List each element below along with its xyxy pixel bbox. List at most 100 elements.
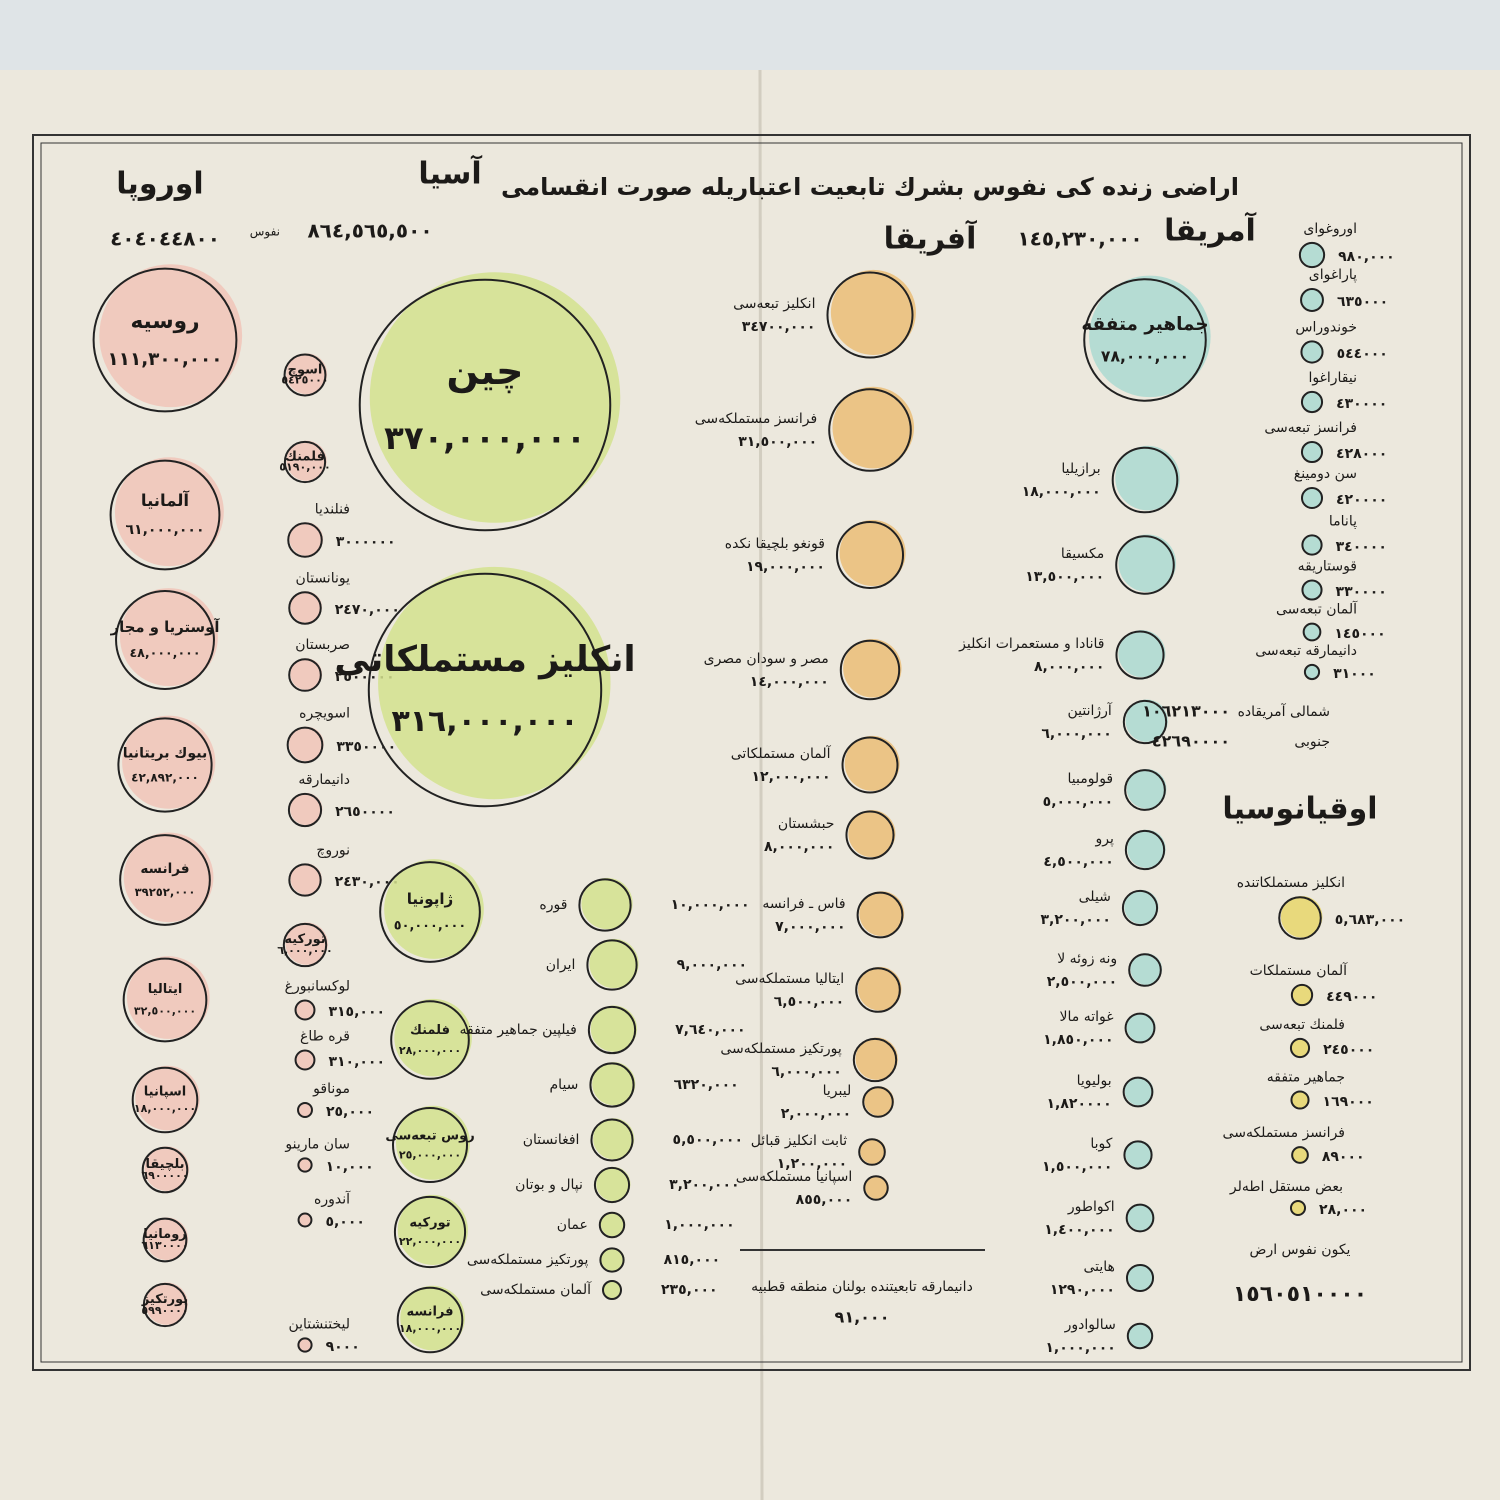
note-text: يكون نفوس ارض: [1250, 1242, 1351, 1258]
population-circle-tint: [1128, 1323, 1154, 1348]
population-circle-tint: [114, 457, 224, 567]
country-name: سن دومينغ: [1294, 466, 1357, 482]
population-circle-tint: [865, 1175, 889, 1200]
population-circle: [288, 863, 322, 897]
country-name: سان مارينو: [284, 1136, 350, 1152]
country-value: ٣١٠٠٠: [1333, 666, 1376, 682]
country-value: ٤,٥٠٠,٠٠٠: [1043, 854, 1113, 870]
population-circle: [142, 1282, 188, 1328]
population-circle: [297, 1102, 313, 1118]
population-circle-tint: [296, 1049, 316, 1069]
country-value: ٧,٦٤٠,٠٠٠: [675, 1022, 745, 1038]
country-value: ١,٨٢٠٠٠٠: [1046, 1096, 1111, 1112]
country-value: ٥٤٢٥٠٠٠: [281, 374, 328, 387]
country-value: ٥,٠٠٠: [325, 1214, 365, 1230]
population-circle-tint: [603, 1280, 622, 1299]
population-circle-tint: [290, 863, 322, 895]
population-circle: [1302, 622, 1322, 642]
country-name: فنلنديا: [315, 501, 350, 517]
population-circle: [396, 1286, 464, 1354]
population-circle-tint: [378, 566, 611, 800]
population-circle: [578, 878, 632, 932]
population-circle: [1291, 1146, 1309, 1164]
population-circle-tint: [290, 658, 323, 690]
population-circle: [835, 520, 905, 590]
population-circle-tint: [1130, 953, 1163, 985]
total-unit: نفوس: [250, 225, 280, 240]
population-circle-tint: [1115, 445, 1180, 511]
country-value: ٢٥,٠٠٠,٠٠٠: [399, 1148, 461, 1161]
country-name: توركيه: [284, 932, 325, 947]
population-circle: [1301, 579, 1323, 601]
population-circle: [1278, 896, 1322, 940]
population-circle: [1300, 486, 1324, 510]
country-value: ١٤,٠٠٠,٠٠٠: [750, 674, 829, 690]
population-circle: [1300, 390, 1324, 414]
continent-total: ٨٦٤,٥٦٥,٥٠٠: [307, 219, 432, 243]
country-value: ١٠,٠٠٠: [326, 1159, 374, 1175]
population-circle-tint: [1291, 1200, 1306, 1215]
country-value: ٤٤٩٠٠٠: [1326, 989, 1377, 1005]
population-circle: [1123, 1140, 1153, 1170]
population-circle-tint: [384, 859, 484, 959]
population-circle-tint: [298, 1102, 313, 1117]
population-circle: [1111, 446, 1179, 514]
country-name: اكواطور: [1067, 1199, 1115, 1215]
population-circle: [287, 522, 323, 558]
country-value: ٥١٩٠,٠٠٠: [279, 461, 330, 474]
country-name: پورتكيز: [141, 1292, 188, 1307]
population-circle-tint: [832, 386, 915, 469]
population-circle-tint: [1303, 579, 1323, 599]
population-circle-tint: [843, 639, 902, 698]
country-value: ٢,٠٠٠,٠٠٠: [781, 1106, 851, 1122]
paper: [0, 70, 1500, 1500]
country-name: آلمان مستملكه‌سی: [480, 1281, 592, 1298]
population-circle-tint: [864, 1086, 894, 1116]
continent-total: ١٤٥,٢٣٠,٠٠٠: [1017, 227, 1142, 251]
population-circle: [1128, 953, 1162, 987]
country-name: آوستريا و مجار: [110, 618, 221, 636]
country-name: اسپانيا: [144, 1084, 187, 1099]
population-circle: [858, 1138, 886, 1166]
population-circle-tint: [298, 1338, 313, 1352]
country-name: مصر و سودان مصری: [704, 651, 829, 667]
country-name: آلمان مستملكات: [1250, 962, 1348, 979]
country-name: هايتی: [1084, 1259, 1115, 1275]
country-name: يونانستان: [296, 570, 351, 586]
country-value: ٨٥٥,٠٠٠: [796, 1192, 853, 1208]
country-value: ٥,٠٠٠,٠٠٠: [1043, 794, 1113, 810]
population-circle: [393, 1195, 467, 1269]
population-circle-tint: [1302, 441, 1323, 462]
population-circle-tint: [1302, 391, 1323, 412]
population-circle: [601, 1279, 623, 1301]
population-circle: [1300, 440, 1324, 464]
country-name: آندوره: [314, 1191, 351, 1208]
population-circle: [587, 1005, 637, 1055]
country-name: دانيمارقه: [298, 772, 350, 788]
country-value: ٣٢,٥٠٠,٠٠٠: [134, 1005, 196, 1018]
country-value: ٥,٦٨٣,٠٠٠: [1335, 912, 1405, 928]
population-circle-tint: [119, 588, 218, 687]
chart-title: اراضی زنده کی نفوس بشرك تابعيت اعتباريله…: [501, 173, 1239, 201]
population-circle: [288, 591, 322, 625]
population-circle-tint: [286, 440, 327, 481]
population-circle-tint: [601, 1247, 625, 1271]
population-circle: [1124, 1012, 1156, 1044]
population-circle-tint: [1305, 664, 1320, 679]
population-circle-tint: [135, 1065, 200, 1131]
country-name: نوروچ: [316, 842, 350, 858]
population-circle-tint: [1127, 1203, 1155, 1231]
population-circle-tint: [1291, 1038, 1310, 1057]
country-name: فرانسز مستملكه‌سی: [695, 411, 817, 427]
population-circle-tint: [298, 1157, 313, 1172]
country-value: ١٦٩٠٠٠: [1323, 1094, 1374, 1110]
country-name: قره طاغ: [300, 1029, 350, 1045]
population-circle-tint: [1124, 1076, 1154, 1106]
population-circle: [1125, 1203, 1155, 1233]
country-name: بعض مستقل اطه‌لر: [1229, 1179, 1343, 1195]
country-value: ١٢,٠٠٠,٠٠٠: [752, 769, 831, 785]
country-value: ١٨,٠٠٠,٠٠٠: [134, 1102, 196, 1115]
country-value: ٣٩٢٥٢,٠٠٠: [135, 885, 196, 899]
country-name: انكليز تبعه‌سی: [733, 296, 815, 312]
